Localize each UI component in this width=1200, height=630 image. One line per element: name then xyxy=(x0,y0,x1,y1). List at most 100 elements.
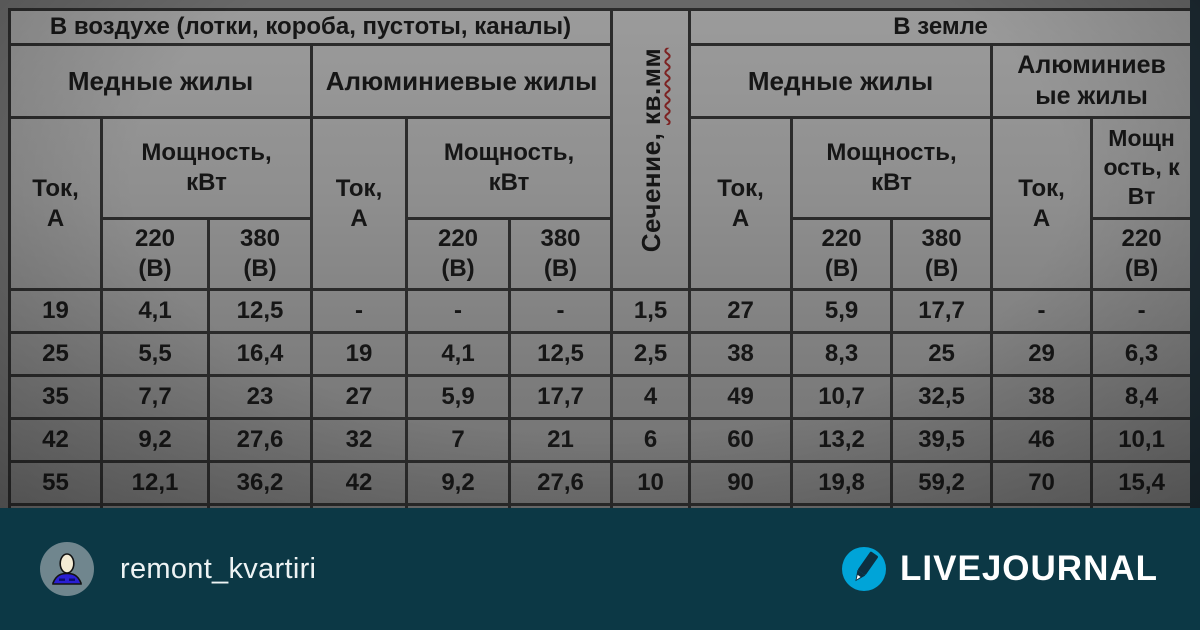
header-volt-380: 380 (В) xyxy=(507,217,614,291)
table-cell: 59,2 xyxy=(890,460,994,506)
table-cell: 5,9 xyxy=(790,288,894,334)
username-link[interactable]: remont_kvartiri xyxy=(120,552,317,585)
header-volt-220: 220 (В) xyxy=(790,217,894,291)
table-cell: 2,5 xyxy=(610,331,692,377)
table-photo: В воздухе (лотки, короба, пустоты, канал… xyxy=(0,0,1200,508)
table-cell: 27,6 xyxy=(507,460,614,506)
header-section: Сечение, кв.мм xyxy=(610,8,692,291)
table-row: 42 9,2 27,6 32 7 21 6 60 13,2 39,5 46 10… xyxy=(8,417,1194,463)
table-cell: 19 xyxy=(310,331,408,377)
table-row: 25 5,5 16,4 19 4,1 12,5 2,5 38 8,3 25 29… xyxy=(8,331,1194,377)
table-cell: 10,1 xyxy=(1090,417,1194,463)
table-cell: 27 xyxy=(688,288,794,334)
table-cell: 36,2 xyxy=(207,460,313,506)
table-cell: 4 xyxy=(610,374,692,420)
table-cell: 19 xyxy=(8,288,103,334)
header-power: Мощность, кВт xyxy=(404,116,614,220)
header-aluminum-air: Алюминиевые жилы xyxy=(309,43,614,119)
spellcheck-underline: кв.мм xyxy=(635,47,666,125)
table-cell: 29 xyxy=(990,331,1094,377)
table-cell: 6 xyxy=(610,417,692,463)
table-cell: 70 xyxy=(990,460,1094,506)
table-cell: - xyxy=(990,288,1094,334)
default-userpic-icon xyxy=(40,542,94,596)
table-cell: 1,5 xyxy=(610,288,692,334)
table-cell: 21 xyxy=(507,417,614,463)
table-cell: 23 xyxy=(207,374,313,420)
table-cell: 42 xyxy=(8,417,103,463)
table-cell: 8,3 xyxy=(790,331,894,377)
header-aluminum-ground: Алюминиевые жилы xyxy=(990,43,1194,119)
table-cell: 27 xyxy=(310,374,408,420)
table-cell: 7,7 xyxy=(100,374,210,420)
table-cell: 60 xyxy=(688,417,794,463)
table-cell: - xyxy=(1090,288,1194,334)
table-cell: 90 xyxy=(688,460,794,506)
table-cell: 10,7 xyxy=(790,374,894,420)
table-cell: 12,5 xyxy=(207,288,313,334)
header-current: Ток, А xyxy=(990,116,1094,291)
table-cell: 4,1 xyxy=(405,331,511,377)
table-cell: 13,2 xyxy=(790,417,894,463)
header-volt-220: 220 (В) xyxy=(1090,217,1194,291)
header-current: Ток, А xyxy=(8,116,103,291)
table-cell: 10 xyxy=(610,460,692,506)
table-cell: 55 xyxy=(8,460,103,506)
table-cell: 5,5 xyxy=(100,331,210,377)
table-cell: 38 xyxy=(688,331,794,377)
header-copper-ground: Медные жилы xyxy=(688,43,994,119)
header-power: Мощность, кВт xyxy=(100,116,313,220)
header-copper-air: Медные жилы xyxy=(8,43,313,119)
table-cell: 32 xyxy=(310,417,408,463)
table-row: 19 4,1 12,5 - - - 1,5 27 5,9 17,7 - - xyxy=(8,288,1194,334)
table-cell: 12,5 xyxy=(507,331,614,377)
table-cell: 5,9 xyxy=(405,374,511,420)
photo-edge-strip xyxy=(1190,0,1200,508)
livejournal-logo[interactable]: LIVEJOURNAL xyxy=(842,547,1158,591)
table-cell: 27,6 xyxy=(207,417,313,463)
table-cell: - xyxy=(405,288,511,334)
table-cell: 49 xyxy=(688,374,794,420)
livejournal-wordmark: LIVEJOURNAL xyxy=(900,549,1158,588)
table-cell: 7 xyxy=(405,417,511,463)
header-in-air: В воздухе (лотки, короба, пустоты, канал… xyxy=(7,8,614,46)
table-cell: 16,4 xyxy=(207,331,313,377)
table-cell: 8,4 xyxy=(1090,374,1194,420)
table-cell: 19,8 xyxy=(790,460,894,506)
header-current: Ток, А xyxy=(688,116,794,291)
table-cell: 25 xyxy=(8,331,103,377)
table-cell: 46 xyxy=(990,417,1094,463)
header-current: Ток, А xyxy=(310,116,408,291)
header-volt-220: 220 (В) xyxy=(100,217,210,291)
table-cell: 42 xyxy=(310,460,408,506)
table-cell: 15,4 xyxy=(1090,460,1194,506)
section-vertical-label: Сечение, кв.мм xyxy=(635,47,666,252)
table-row-clipped xyxy=(8,503,1194,508)
table-cell: - xyxy=(507,288,614,334)
header-power-narrow: Мощность, кВт xyxy=(1090,116,1194,220)
header-volt-380: 380 (В) xyxy=(890,217,994,291)
table-cell: 12,1 xyxy=(100,460,210,506)
table-cell: 39,5 xyxy=(890,417,994,463)
livejournal-pencil-icon xyxy=(842,547,887,591)
table-cell: 9,2 xyxy=(100,417,210,463)
footer-bar: remont_kvartiri LIVEJOURNAL xyxy=(0,508,1200,630)
table-cell: 38 xyxy=(990,374,1094,420)
table-cell: 35 xyxy=(8,374,103,420)
table-cell: 17,7 xyxy=(507,374,614,420)
table-cell: 17,7 xyxy=(890,288,994,334)
header-in-ground: В земле xyxy=(688,8,1194,46)
table-cell: - xyxy=(310,288,408,334)
table-cell: 4,1 xyxy=(100,288,210,334)
table-cell: 25 xyxy=(890,331,994,377)
user-avatar[interactable] xyxy=(40,542,94,596)
table-row: 55 12,1 36,2 42 9,2 27,6 10 90 19,8 59,2… xyxy=(8,460,1194,506)
header-volt-380: 380 (В) xyxy=(207,217,313,291)
header-power: Мощность, кВт xyxy=(790,116,994,220)
table-row: 35 7,7 23 27 5,9 17,7 4 49 10,7 32,5 38 … xyxy=(8,374,1194,420)
table-cell: 32,5 xyxy=(890,374,994,420)
wire-capacity-table: В воздухе (лотки, короба, пустоты, канал… xyxy=(7,8,1194,508)
header-volt-220: 220 (В) xyxy=(405,217,511,291)
table-cell: 9,2 xyxy=(405,460,511,506)
